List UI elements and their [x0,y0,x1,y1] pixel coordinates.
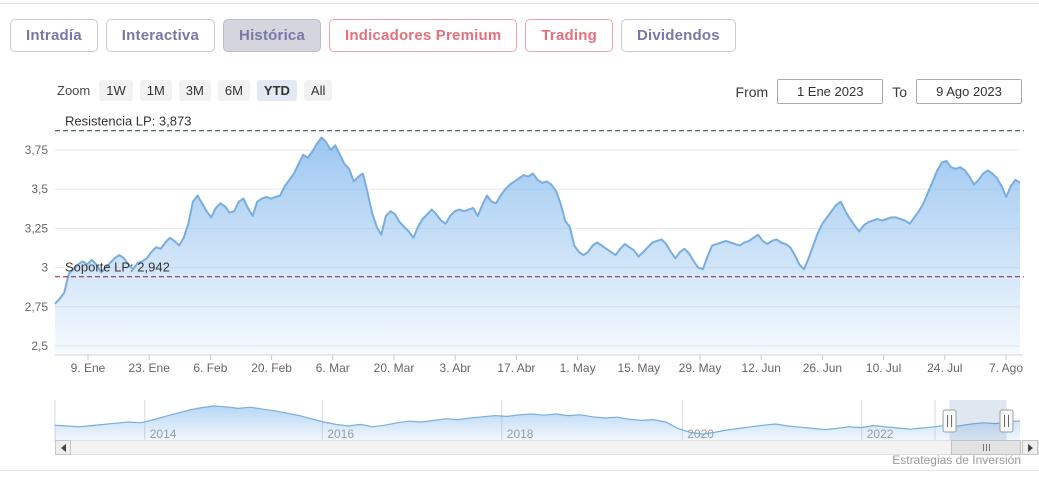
x-axis-label: 10. Jul [866,361,901,375]
zoom-label: Zoom [57,83,91,98]
tab-interactiva[interactable]: Interactiva [105,19,216,52]
to-label: To [892,83,907,100]
price-line [54,136,1021,305]
scrollbar-left-arrow-button[interactable] [55,440,71,455]
scrollbar-right-arrow-button[interactable] [1022,440,1038,455]
tab-trading[interactable]: Trading [525,19,613,52]
x-axis-label: 6. Mar [316,361,350,375]
x-axis-label: 20. Feb [251,361,292,375]
x-axis-label: 7. Ago [989,361,1023,375]
navigator-area [55,406,1020,442]
left-arrow-icon [60,443,66,452]
x-axis-label: 15. May [617,361,660,375]
support-plotline-label: Soporte LP: 2,942 [65,260,170,275]
to-date-input[interactable] [916,79,1022,104]
y-axis-label: 3 [41,261,48,275]
x-axis-label: 3. Abr [440,361,471,375]
top-divider [0,3,1039,4]
zoom-1m-button[interactable]: 1M [139,80,172,101]
price-area[interactable] [55,137,1020,356]
navigator-handle-left[interactable] [942,409,957,433]
x-axis-label: 1. May [560,361,596,375]
tab-dividendos[interactable]: Dividendos [620,19,736,52]
navigator-handle-right[interactable] [999,409,1014,433]
navigator-line [54,405,1021,435]
right-arrow-icon [1027,443,1033,452]
bottom-divider [0,470,1039,471]
scrollbar-thumb[interactable] [951,440,1021,455]
x-axis-label: 29. May [679,361,722,375]
navigator-selection[interactable] [949,400,1007,442]
x-axis-label: 24. Jul [927,361,962,375]
y-axis-label: 2,75 [25,300,49,314]
x-axis-label: 9. Ene [71,361,106,375]
zoom-3m-button[interactable]: 3M [178,80,211,101]
chart-tab-bar: Intradía Interactiva Histórica Indicador… [10,19,736,52]
x-axis-label: 6. Feb [193,361,227,375]
attribution-text: Estrategias de Inversión [892,453,1021,467]
y-axis-label: 3,5 [31,182,48,196]
tab-indicadores-premium[interactable]: Indicadores Premium [329,19,518,52]
x-axis-label: 17. Abr [497,361,535,375]
x-axis-label: 23. Ene [129,361,171,375]
resistance-plotline-label: Resistencia LP: 3,873 [65,114,191,129]
from-label: From [735,83,769,100]
x-axis-label: 26. Jun [803,361,842,375]
zoom-1w-button[interactable]: 1W [99,80,133,101]
y-axis-label: 3,25 [25,221,49,235]
y-axis-label: 3,75 [25,143,49,157]
navigator-scrollbar[interactable] [55,440,1039,455]
zoom-all-button[interactable]: All [303,80,333,101]
tab-intradia[interactable]: Intradía [10,19,98,52]
tab-historica[interactable]: Histórica [223,19,322,52]
zoom-ytd-button[interactable]: YTD [256,80,297,101]
from-date-input[interactable] [777,79,884,104]
date-range-group: From To [736,79,1022,104]
y-axis-label: 2,5 [31,339,48,353]
x-axis-label: 20. Mar [374,361,415,375]
zoom-6m-button[interactable]: 6M [217,80,250,101]
x-axis-label: 12. Jun [742,361,781,375]
zoom-preset-group: Zoom 1W 1M 3M 6M YTD All [57,80,333,101]
